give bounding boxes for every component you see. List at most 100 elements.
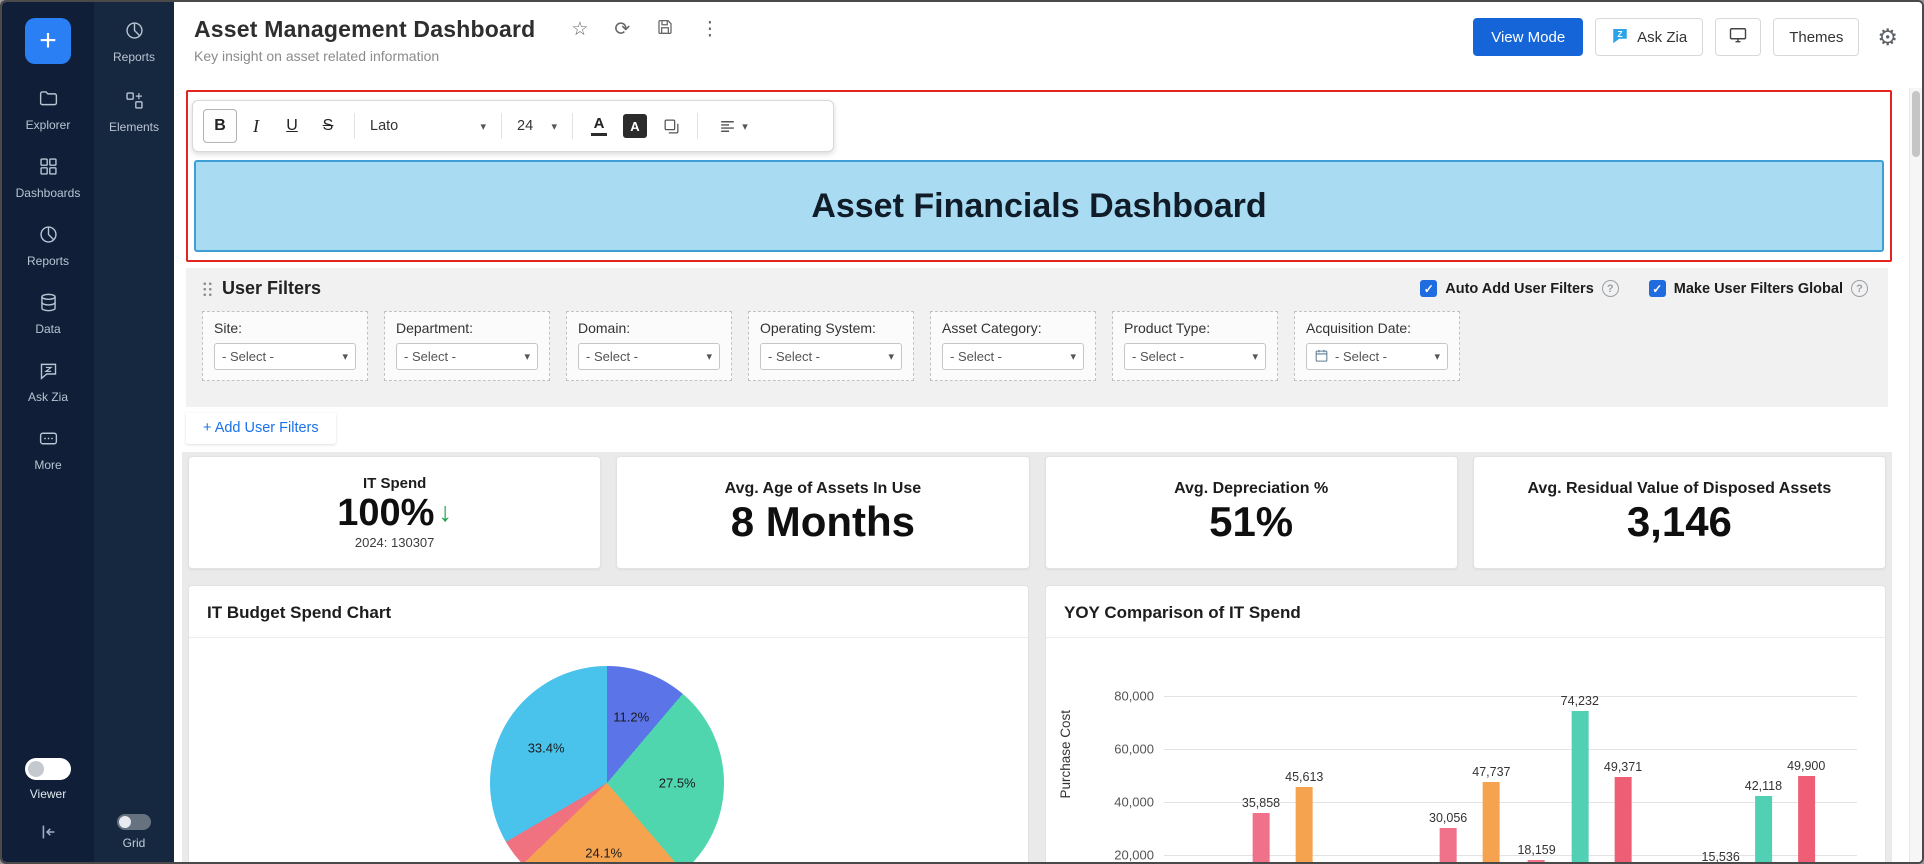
font-size-select[interactable]: 24 ▾ — [517, 118, 557, 134]
y-tick-label: 80,000 — [1114, 688, 1154, 704]
kpi-card-avg-depreciation[interactable]: Avg. Depreciation % 51% — [1044, 456, 1458, 569]
product-type-select[interactable]: - Select - ▾ — [1124, 343, 1266, 370]
drag-handle-icon[interactable] — [202, 280, 213, 297]
toolbar-divider — [572, 113, 573, 139]
chart-title: IT Budget Spend Chart — [189, 586, 1028, 638]
pie-chart[interactable]: 11.2% 27.5% 24.1% 33.4% — [490, 666, 724, 862]
make-global-checkbox[interactable]: ✓ — [1648, 280, 1666, 297]
chevron-down-icon: ▾ — [342, 351, 348, 363]
text-color-button[interactable]: A — [582, 109, 616, 143]
background-color-button[interactable]: A — [618, 109, 652, 143]
operating-system-select[interactable]: - Select - ▾ — [760, 343, 902, 370]
y-axis-title: Purchase Cost — [1058, 710, 1073, 799]
pie-slice-label: 11.2% — [613, 709, 650, 725]
bar-column: 45,613 — [1285, 770, 1323, 862]
add-user-filters-link[interactable]: + Add User Filters — [186, 413, 336, 444]
more-options-kebab-icon[interactable]: ⋮ — [700, 19, 720, 40]
bar[interactable] — [1797, 775, 1815, 862]
bar-group: 15,536 42,118 49,900 — [1702, 759, 1825, 862]
domain-select[interactable]: - Select - ▾ — [578, 343, 720, 370]
acquisition-date-select[interactable]: - Select - ▾ — [1306, 343, 1448, 370]
create-new-button[interactable]: + — [25, 18, 71, 64]
bar-column: 30,056 — [1429, 811, 1467, 862]
pie-chart-body: 11.2% 27.5% 24.1% 33.4% — [189, 638, 1028, 862]
sidebar-item-reports[interactable]: Reports — [2, 224, 94, 268]
favorite-star-icon[interactable]: ☆ — [571, 19, 589, 40]
dashboard-grid-icon — [38, 156, 59, 180]
dashboard-title-widget[interactable]: Asset Financials Dashboard — [194, 160, 1884, 252]
refresh-icon[interactable]: ⟳ — [614, 19, 631, 40]
bar[interactable] — [1571, 711, 1589, 862]
ask-zia-button[interactable]: Z Ask Zia — [1595, 18, 1704, 56]
bar[interactable] — [1439, 828, 1457, 862]
filter-department: Department: - Select - ▾ — [384, 311, 550, 381]
bar[interactable] — [1528, 859, 1546, 862]
themes-button[interactable]: Themes — [1773, 18, 1860, 56]
kpi-card-avg-age[interactable]: Avg. Age of Assets In Use 8 Months — [616, 456, 1030, 569]
chart-title: YOY Comparison of IT Spend — [1046, 586, 1885, 638]
bar[interactable] — [1754, 796, 1772, 862]
auto-add-checkbox[interactable]: ✓ — [1420, 280, 1438, 297]
panel-tab-elements[interactable]: Elements — [94, 90, 174, 134]
bar-column: 74,232 — [1561, 694, 1599, 862]
bar-value-label: 49,371 — [1603, 760, 1643, 775]
italic-button[interactable]: I — [253, 115, 259, 136]
database-icon — [38, 292, 59, 316]
panel-tab-reports[interactable]: Reports — [94, 20, 174, 64]
align-left-icon — [721, 120, 735, 132]
chevron-down-icon: ▾ — [1252, 351, 1258, 363]
site-select[interactable]: - Select - ▾ — [214, 343, 356, 370]
asset-category-select[interactable]: - Select - ▾ — [942, 343, 1084, 370]
sidebar-item-ask-zia[interactable]: Ask Zia — [2, 360, 94, 404]
zia-bubble-icon — [38, 360, 59, 384]
copy-format-button[interactable] — [654, 109, 688, 143]
bar[interactable] — [1482, 781, 1500, 862]
panel-tab-label: Reports — [112, 50, 156, 64]
strikethrough-button[interactable]: S — [322, 117, 334, 134]
toolbar-divider — [501, 113, 502, 139]
bar-value-label: 18,159 — [1517, 842, 1556, 857]
font-family-select[interactable]: Lato ▾ — [370, 118, 486, 134]
pie-chart-widget[interactable]: IT Budget Spend Chart 11.2% 27.5% 24.1% 33.… — [188, 585, 1029, 862]
department-select[interactable]: - Select - ▾ — [396, 343, 538, 370]
kpi-value: 3,146 — [1626, 498, 1732, 546]
scrollbar-thumb[interactable] — [1912, 91, 1920, 157]
bar-chart-widget[interactable]: YOY Comparison of IT Spend Purchase Cost… — [1045, 585, 1886, 862]
grid-toggle[interactable] — [117, 814, 151, 830]
bar[interactable] — [1614, 777, 1632, 862]
user-filters-panel: User Filters ✓ Auto Add User Filters ? ✓… — [186, 268, 1888, 407]
sidebar-item-more[interactable]: More — [2, 428, 94, 472]
bar[interactable] — [1252, 813, 1270, 862]
help-icon[interactable]: ? — [1601, 280, 1619, 297]
bar-column: 42,118 — [1745, 779, 1782, 862]
text-format-toolbar: B I U S Lato ▾ 24 ▾ A — [192, 100, 834, 152]
gridline — [1164, 749, 1857, 751]
sidebar-item-dashboards[interactable]: Dashboards — [2, 156, 94, 200]
sidebar-item-data[interactable]: Data — [2, 292, 94, 336]
view-mode-button[interactable]: View Mode — [1473, 18, 1584, 56]
bar[interactable] — [1295, 787, 1313, 862]
sidebar-item-label: Explorer — [25, 118, 71, 132]
bold-button[interactable]: B — [203, 109, 237, 143]
collapse-sidebar-icon[interactable] — [37, 821, 59, 848]
bar-column: 15,536 — [1702, 850, 1740, 862]
help-icon[interactable]: ? — [1851, 280, 1868, 297]
viewer-toggle-label: Viewer — [29, 787, 67, 801]
user-filters-title: User Filters — [222, 278, 322, 298]
kpi-card-it-spend[interactable]: IT Spend 100% ↓ 2024: 130307 — [188, 456, 602, 569]
toolbar-divider — [354, 113, 355, 139]
sidebar-item-explorer[interactable]: Explorer — [2, 88, 94, 132]
viewer-toggle[interactable] — [25, 758, 71, 780]
kpi-title: Avg. Residual Value of Disposed Assets — [1527, 480, 1832, 498]
presentation-display-button[interactable] — [1715, 18, 1762, 56]
kpi-card-avg-residual-value[interactable]: Avg. Residual Value of Disposed Assets 3… — [1472, 456, 1886, 569]
vertical-scrollbar[interactable] — [1909, 88, 1922, 862]
text-align-select[interactable]: ▾ — [707, 109, 759, 143]
page-title: Asset Management Dashboard — [194, 16, 536, 42]
pie-slice-label: 24.1% — [585, 845, 623, 861]
underline-button[interactable]: U — [286, 117, 298, 134]
save-icon[interactable] — [656, 18, 674, 41]
settings-gear-icon[interactable]: ⚙ — [1877, 23, 1898, 50]
svg-text:Z: Z — [1618, 30, 1623, 39]
gridline — [1164, 855, 1857, 857]
